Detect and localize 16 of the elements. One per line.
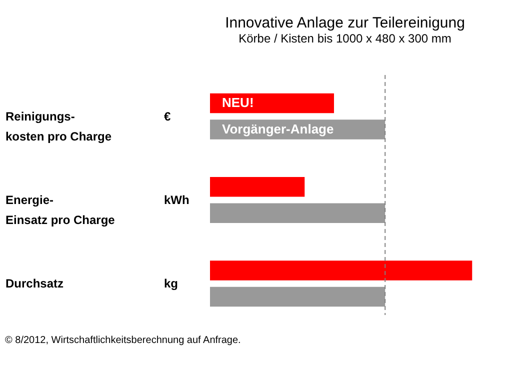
text: € [164, 109, 171, 124]
y-tick-label: Reinigungs- kosten pro Charge [6, 109, 112, 144]
series-label: NEU! [222, 95, 254, 110]
chart-subtitle: Körbe / Kisten bis 1000 x 480 x 300 mm [238, 32, 452, 46]
text: © 8/2012, Wirtschaftlichkeitsberechnung auf Anfrage. [5, 335, 241, 346]
y-tick-label: Energie- Einsatz pro Charge [6, 193, 116, 227]
bar [210, 286, 386, 307]
series-label: Vorgänger-Anlage [222, 122, 334, 137]
bar [210, 203, 386, 223]
text: kWh [164, 193, 190, 207]
y-tick-label: Durchsatz [6, 276, 64, 291]
bar [210, 260, 472, 280]
text: kg [164, 276, 178, 291]
chart-title: Innovative Anlage zur Teilereinigung [225, 14, 465, 32]
bar [210, 177, 305, 197]
bar [210, 93, 334, 114]
